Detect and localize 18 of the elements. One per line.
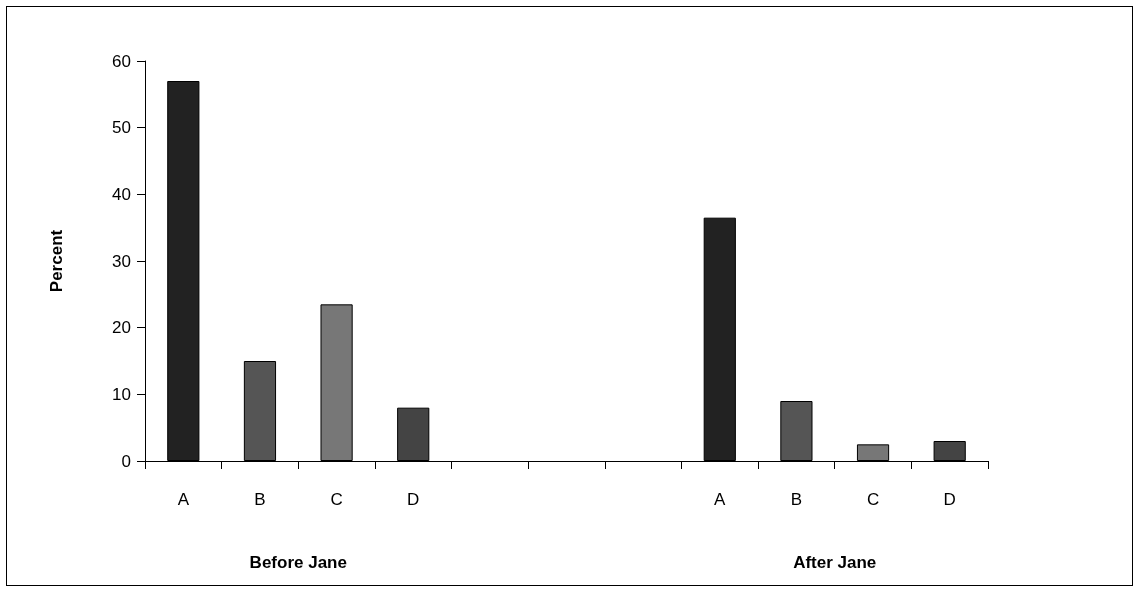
text: After Jane bbox=[793, 552, 877, 572]
y-tick-label: 50 bbox=[112, 118, 131, 138]
y-tick-label: 10 bbox=[112, 384, 131, 404]
y-tick-label: 0 bbox=[121, 451, 131, 471]
text: Before Jane bbox=[249, 552, 347, 572]
x-tick-label: A bbox=[177, 490, 190, 509]
y-tick-label: 40 bbox=[112, 184, 131, 204]
x-tick-label: B bbox=[790, 490, 803, 509]
x-tick-label: C bbox=[866, 490, 880, 509]
x-tick-label: D bbox=[943, 490, 956, 509]
x-tick-label: C bbox=[330, 490, 343, 509]
y-tick-label: 60 bbox=[112, 51, 131, 71]
x-tick-label: A bbox=[714, 490, 727, 509]
y-tick-label: 30 bbox=[112, 251, 131, 271]
y-tick-label: 20 bbox=[112, 318, 131, 338]
x-tick-label: B bbox=[254, 490, 266, 509]
y-axis-title: Percent bbox=[47, 229, 66, 293]
x-tick-label: D bbox=[407, 490, 420, 509]
